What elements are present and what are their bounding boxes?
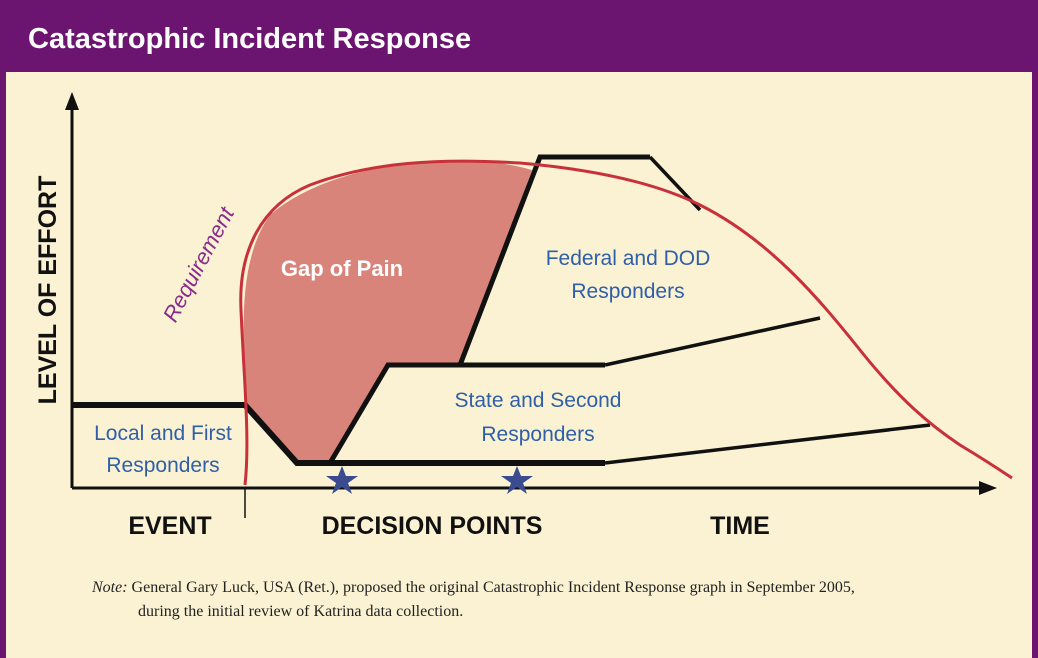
gap-of-pain-area [243,160,533,463]
decision-star [501,466,533,494]
local-label: Local and First Responders [94,422,232,477]
gap-label: Gap of Pain [281,256,403,281]
y-arrow [65,92,79,110]
decision-star [326,466,358,494]
label-line: Local and First [94,422,232,445]
requirement-curve [239,159,1013,486]
federal-line [457,154,650,366]
x-label: EVENT [128,512,211,540]
label-line: Responders [106,454,219,477]
label-line: Responders [481,423,594,446]
x-arrow [979,481,997,495]
y-axis-label: LEVEL OF EFFORT [34,176,62,405]
local-line-tail [604,423,931,465]
left-border [0,0,6,658]
note-prefix: Note: [91,579,128,596]
state-line-tail [604,316,821,367]
federal-label: Federal and DOD Responders [546,247,711,303]
note: Note: General Gary Luck, USA (Ret.), pro… [91,579,855,596]
label-line: Responders [571,280,684,303]
state-label: State and Second Responders [455,389,622,446]
title: Catastrophic Incident Response [28,23,471,55]
label-line: State and Second [455,389,622,412]
label-line: Federal and DOD [546,247,711,270]
note-line: General Gary Luck, USA (Ret.), proposed … [132,579,855,596]
x-label: DECISION POINTS [322,512,543,540]
header-band [0,0,1038,72]
note-line: during the initial review of Katrina dat… [138,603,463,620]
state-line [327,362,605,465]
x-label: TIME [710,512,770,540]
right-border [1032,0,1038,658]
local-line [72,402,605,466]
